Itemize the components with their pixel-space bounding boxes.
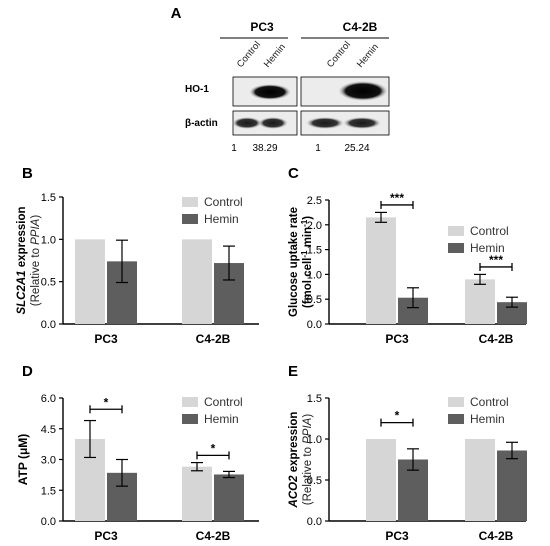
quant-pc3-control: 1	[231, 143, 237, 154]
x-category-label-c: C4-2B	[479, 332, 514, 346]
band-actin-c4-2b-hemin	[343, 117, 381, 129]
y-tick-label-e: 1.5	[307, 393, 322, 405]
lane-label-c4-2b-hemin: Hemin	[355, 42, 381, 70]
bar-d-hemin-c4-2b	[214, 474, 244, 521]
panel-label-b: B	[22, 165, 33, 182]
bar-c-control-c4-2b	[465, 279, 495, 324]
quant-c4-2b-hemin: 25.24	[344, 143, 369, 154]
y-axis-title-b: SLC2A1 expression	[16, 206, 28, 314]
y-tick-label-d: 1.5	[41, 485, 56, 497]
bar-e-hemin-c4-2b	[497, 450, 527, 521]
cell-line-label-c4-2b: C4-2B	[343, 20, 378, 34]
chart-panel-b: B 0.0 0.5 1.0 1.5 PC3 C4-2B Control Hemin SLC2A1 …	[16, 165, 259, 346]
legend-swatch-e	[448, 414, 464, 424]
legend-label-d: Hemin	[204, 412, 239, 426]
bar-e-control-c4-2b	[465, 439, 495, 521]
legend-label-b: Control	[204, 195, 243, 209]
y-tick-label-b: 1.5	[41, 192, 56, 204]
band-ho-1-c4-2b-hemin	[338, 81, 388, 101]
significance-label-d: *	[104, 395, 109, 409]
y-axis-subtitle-b: (Relative to PPIA)	[30, 215, 42, 307]
y-tick-label-d: 3.0	[41, 455, 56, 467]
quant-pc3-hemin: 38.29	[252, 143, 277, 154]
legend-label-b: Hemin	[204, 212, 239, 226]
y-axis-title-d: ATP (μM)	[16, 434, 30, 486]
legend-swatch-d	[182, 414, 198, 424]
y-tick-label-d: 4.5	[41, 424, 56, 436]
legend-label-c: Hemin	[470, 241, 505, 255]
significance-label-d: *	[211, 441, 216, 455]
western-blot-panel: A PC3 C4-2B Control Hemin Control Hemin …	[171, 5, 390, 154]
bar-d-control-c4-2b	[182, 466, 212, 521]
y-tick-label-b: 0.0	[41, 319, 56, 331]
chart-panel-d: D 0.0 1.5 3.0 4.5 6.0 PC3 C4-2B * * Control Hemin AT…	[16, 363, 259, 543]
x-category-label-d: C4-2B	[196, 529, 231, 543]
cell-line-label-pc3: PC3	[250, 20, 274, 34]
band-ho-1-pc3-hemin	[249, 84, 291, 100]
legend-label-d: Control	[204, 395, 243, 409]
quant-c4-2b-control: 1	[315, 143, 321, 154]
panel-label-d: D	[22, 363, 33, 380]
y-tick-label-b: 1.0	[41, 234, 56, 246]
band-actin-pc3-hemin	[258, 117, 288, 129]
lane-label-pc3-control: Control	[235, 39, 263, 70]
blot-row-label-beta-actin: β-actin	[185, 118, 218, 129]
x-category-label-e: PC3	[385, 529, 409, 543]
y-axis-subtitle-c: (fmol cell-1 min-1)	[300, 216, 315, 308]
x-category-label-e: C4-2B	[479, 529, 514, 543]
y-tick-label-c: 0.5	[307, 294, 322, 306]
significance-label-e: *	[395, 409, 400, 423]
band-actin-c4-2b-control	[306, 117, 344, 129]
legend-swatch-c	[448, 243, 464, 253]
chart-panel-c: C 0.0 0.5 1.0 1.5 2.0 2.5 PC3 C4-2B *** *** Control…	[288, 165, 527, 346]
significance-label-c: ***	[390, 191, 404, 205]
panel-label-a: A	[171, 5, 182, 22]
legend-swatch-d	[182, 397, 198, 407]
y-axis-title-e: ACO2 expression	[288, 412, 300, 509]
y-tick-label-e: 1.0	[307, 434, 322, 446]
bar-c-hemin-c4-2b	[497, 302, 527, 324]
panel-label-e: E	[288, 363, 298, 380]
y-tick-label-e: 0.0	[307, 516, 322, 528]
lane-label-pc3-hemin: Hemin	[262, 42, 288, 70]
significance-label-c: ***	[489, 253, 503, 267]
bar-charts: B 0.0 0.5 1.0 1.5 PC3 C4-2B Control Hemin SLC2A1 …	[16, 165, 527, 543]
y-axis-title-c: Glucose uptake rate	[288, 207, 300, 317]
legend-label-e: Hemin	[470, 412, 505, 426]
y-tick-label-c: 2.0	[307, 220, 322, 232]
bar-b-control-c4-2b	[182, 239, 212, 324]
y-tick-label-d: 6.0	[41, 393, 56, 405]
y-tick-label-b: 0.5	[41, 277, 56, 289]
y-tick-label-e: 0.5	[307, 475, 322, 487]
y-tick-label-c: 0.0	[307, 319, 322, 331]
x-category-label-c: PC3	[385, 332, 409, 346]
legend-swatch-b	[182, 214, 198, 224]
bar-e-control-pc3	[366, 439, 396, 521]
bar-b-control-pc3	[75, 239, 105, 324]
legend-label-e: Control	[470, 395, 509, 409]
y-tick-label-c: 1.0	[307, 269, 322, 281]
panel-label-c: C	[288, 165, 299, 182]
chart-panel-e: E 0.0 0.5 1.0 1.5 PC3 C4-2B * Control Hemin ACO2 e…	[288, 363, 527, 543]
blot-row-label-ho-1: HO-1	[185, 84, 209, 95]
legend-swatch-e	[448, 397, 464, 407]
y-tick-label-c: 2.5	[307, 195, 322, 207]
bar-c-control-pc3	[366, 217, 396, 324]
legend-swatch-b	[182, 197, 198, 207]
legend-swatch-c	[448, 226, 464, 236]
y-tick-label-d: 0.0	[41, 516, 56, 528]
band-actin-pc3-control	[232, 117, 262, 129]
x-category-label-b: C4-2B	[196, 332, 231, 346]
lane-label-c4-2b-control: Control	[325, 39, 353, 70]
legend-label-c: Control	[470, 224, 509, 238]
x-category-label-b: PC3	[94, 332, 118, 346]
x-category-label-d: PC3	[94, 529, 118, 543]
y-axis-subtitle-e: (Relative to PPIA)	[302, 414, 314, 506]
y-tick-label-c: 1.5	[307, 245, 322, 257]
